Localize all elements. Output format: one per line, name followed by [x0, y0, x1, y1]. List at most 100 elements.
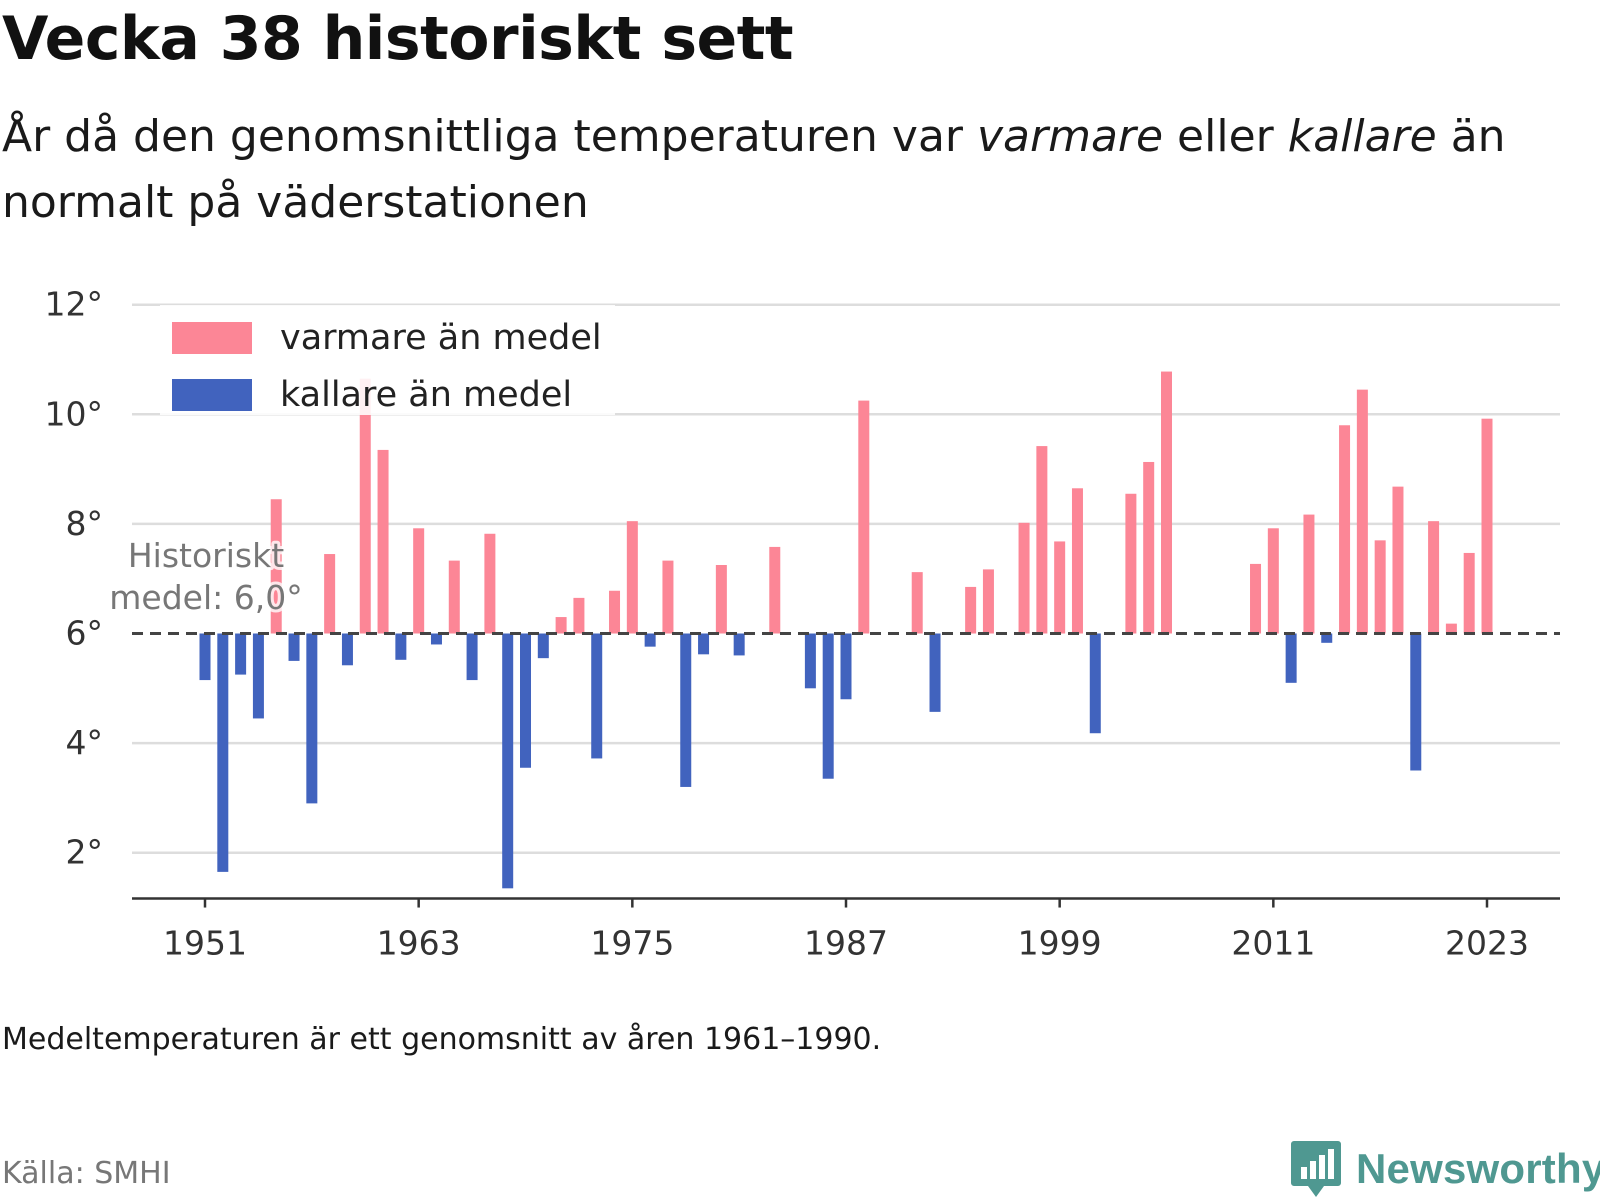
cold-bar: [1089, 633, 1101, 734]
warm-bar: [965, 586, 977, 634]
x-tick-label: 1999: [1018, 924, 1102, 963]
warm-bar: [1267, 528, 1279, 634]
warm-bar: [555, 617, 567, 634]
warm-bar: [769, 546, 781, 634]
warm-bar: [324, 554, 336, 634]
x-tick-label: 1975: [590, 924, 674, 963]
cold-bar: [680, 633, 692, 787]
cold-bar: [199, 633, 211, 681]
cold-bar: [537, 633, 549, 659]
warm-bar: [1303, 514, 1315, 634]
warm-bar: [1463, 552, 1475, 634]
warm-bar: [413, 528, 425, 634]
warm-bar: [448, 560, 460, 634]
warm-bar: [858, 400, 870, 634]
footnote: Medeltemperaturen är ett genomsnitt av å…: [2, 1022, 882, 1057]
warm-bar: [982, 569, 994, 634]
cold-bar: [341, 633, 353, 666]
x-tick-label: 2023: [1445, 924, 1529, 963]
cold-bar: [1410, 633, 1422, 771]
annotation-halo: Historiskt: [128, 536, 284, 575]
x-axis: 1951 1963 1975 1987 1999 2011 2023: [132, 897, 1560, 963]
warm-bar: [1481, 418, 1493, 634]
cold-bar: [929, 633, 941, 712]
temperature-bar-chart: 2° 4° 6° 8° 10° 12° HistorisktHistorisktmedel…: [45, 285, 1560, 963]
subtitle-part-2: eller: [1163, 111, 1288, 162]
cold-bar: [466, 633, 478, 681]
warm-bar: [609, 590, 621, 634]
warm-bar: [1445, 623, 1457, 634]
cold-bar: [395, 633, 407, 660]
warm-bar: [1160, 371, 1172, 634]
warm-bar: [1054, 541, 1066, 634]
x-tick-label: 2011: [1231, 924, 1315, 963]
bars: [199, 371, 1493, 889]
baseline-annotation-line: medel: 6,0°: [109, 578, 302, 617]
warm-bar: [626, 521, 638, 634]
cold-bar: [235, 633, 247, 675]
cold-bar: [306, 633, 318, 804]
subtitle-cold-word: kallare: [1287, 111, 1437, 162]
y-tick-label: 4°: [66, 723, 104, 762]
cold-bar: [1285, 633, 1297, 683]
legend-label-warm: varmare än medel: [280, 318, 602, 358]
chart-title: Vecka 38 historiskt sett: [2, 4, 794, 74]
source-credit: Källa: SMHI: [2, 1156, 171, 1191]
cold-bar: [502, 633, 514, 889]
brand-logo: Newsworthy: [1290, 1139, 1600, 1199]
subtitle-warm-word: varmare: [976, 111, 1164, 162]
brand-name: Newsworthy: [1356, 1145, 1600, 1192]
cold-bar: [1321, 633, 1333, 643]
y-tick-label: 12°: [45, 285, 104, 324]
warm-bar: [484, 533, 496, 634]
cold-bar: [822, 633, 834, 779]
x-tick-label: 1963: [377, 924, 461, 963]
warm-bar: [1374, 540, 1386, 634]
warm-bar: [1143, 461, 1155, 634]
cold-bar: [840, 633, 852, 700]
y-tick-label: 10°: [45, 394, 104, 433]
warm-bar: [662, 560, 674, 634]
warm-bar: [1428, 521, 1440, 634]
y-tick-label: 8°: [66, 504, 104, 543]
bar-chart-bubble-icon: [1291, 1141, 1341, 1197]
legend-swatch-warm: [172, 322, 252, 354]
warm-bar: [715, 565, 727, 634]
cold-bar: [252, 633, 264, 719]
legend-swatch-cold: [172, 379, 252, 411]
subtitle-part-1: År då den genomsnittliga temperaturen va…: [2, 111, 977, 162]
cold-bar: [644, 633, 656, 647]
subtitle-part-3: än normalt på väderstationen: [2, 111, 1506, 228]
x-tick-label: 1987: [804, 924, 888, 963]
chart-subtitle: År då den genomsnittliga temperaturen va…: [2, 104, 1562, 236]
warm-bar: [573, 597, 585, 634]
warm-bar: [1339, 425, 1351, 634]
legend: varmare än medel kallare än medel: [160, 305, 615, 415]
warm-bar: [1036, 446, 1048, 634]
warm-bar: [1356, 389, 1368, 634]
annotation-halo: medel: 6,0°: [109, 578, 302, 617]
y-axis-ticks: 2° 4° 6° 8° 10° 12°: [45, 285, 104, 872]
warm-bar: [1018, 522, 1030, 634]
y-tick-label: 2°: [66, 833, 104, 872]
cold-bar: [804, 633, 816, 689]
cold-bar: [520, 633, 532, 768]
cold-bar: [288, 633, 300, 661]
y-tick-label: 6°: [66, 614, 104, 653]
warm-bar: [911, 572, 923, 634]
cold-bar: [430, 633, 442, 645]
warm-bar: [1250, 563, 1262, 634]
cold-bar: [591, 633, 603, 759]
cold-bar: [733, 633, 745, 656]
warm-bar: [1071, 488, 1083, 634]
baseline-annotation-line: Historiskt: [128, 536, 284, 575]
legend-label-cold: kallare än medel: [280, 375, 572, 415]
x-tick-label: 1951: [163, 924, 247, 963]
cold-bar: [217, 633, 229, 872]
cold-bar: [698, 633, 710, 655]
warm-bar: [1392, 486, 1404, 634]
warm-bar: [1125, 493, 1137, 634]
warm-bar: [359, 378, 371, 634]
warm-bar: [377, 449, 389, 634]
